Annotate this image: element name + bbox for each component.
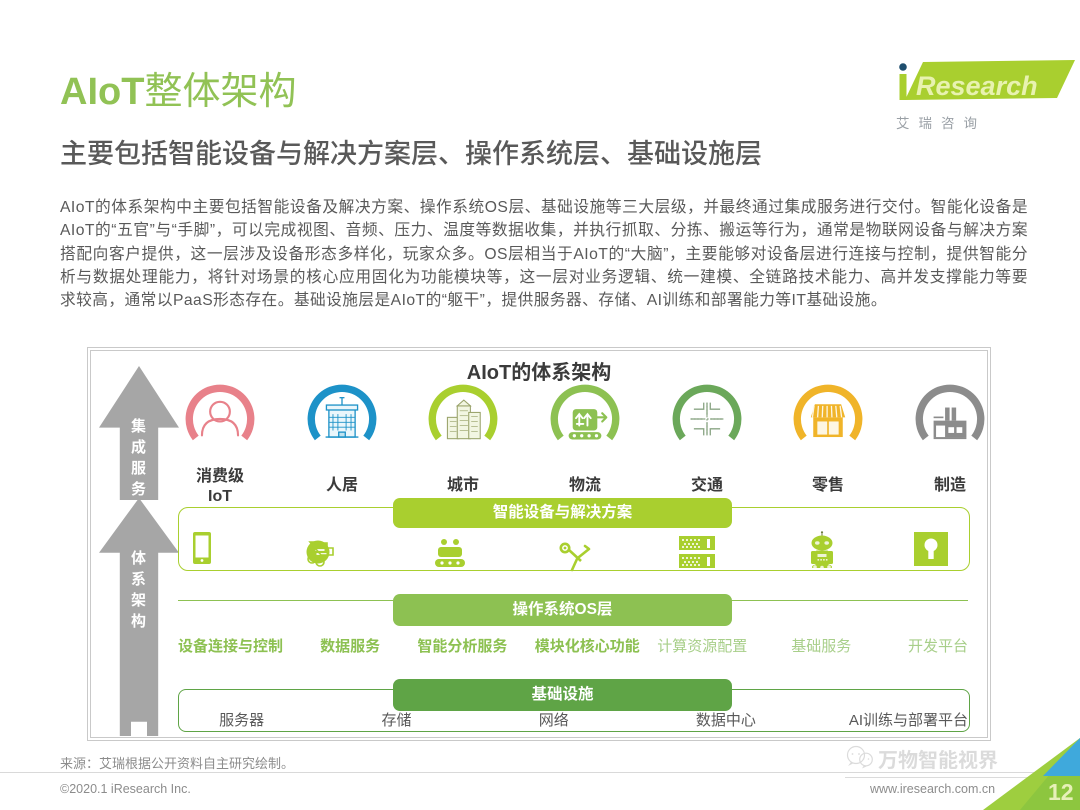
svg-text:Research: Research <box>916 71 1038 101</box>
svg-text:12: 12 <box>1048 779 1074 805</box>
